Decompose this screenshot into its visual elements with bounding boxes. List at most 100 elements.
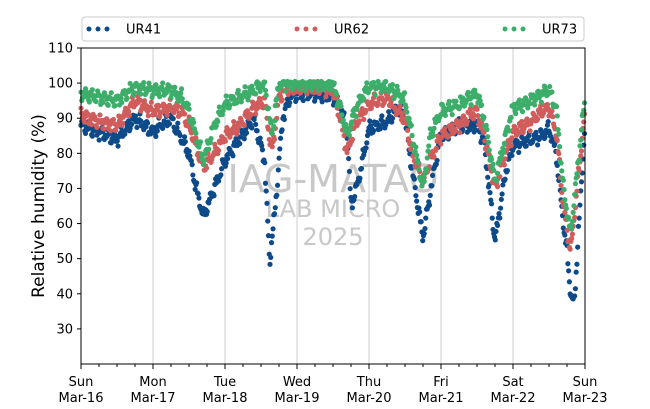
- data-point: [575, 223, 582, 229]
- data-point: [508, 114, 514, 120]
- data-point: [179, 96, 185, 102]
- data-point: [264, 200, 270, 206]
- data-point: [492, 237, 498, 243]
- data-point: [572, 293, 578, 299]
- data-point: [572, 181, 579, 187]
- data-point: [549, 108, 555, 114]
- data-point: [108, 90, 114, 96]
- legend-marker: [502, 26, 508, 32]
- data-point: [89, 87, 95, 93]
- data-point: [416, 166, 422, 172]
- x-tick-label-day: Mon: [139, 375, 166, 390]
- data-point: [354, 106, 360, 112]
- data-point: [178, 90, 184, 96]
- data-point: [319, 99, 325, 105]
- data-point: [501, 148, 507, 155]
- y-tick-label: 50: [56, 252, 73, 267]
- data-point: [107, 128, 114, 134]
- data-point: [383, 78, 389, 85]
- data-point: [126, 108, 132, 115]
- data-point: [177, 132, 183, 138]
- data-point: [422, 225, 428, 232]
- data-point: [417, 209, 423, 215]
- series-ur62: [78, 78, 588, 252]
- data-point: [94, 124, 100, 131]
- data-point: [562, 197, 568, 203]
- data-point: [157, 94, 163, 100]
- data-point: [484, 126, 490, 133]
- data-point: [509, 152, 515, 159]
- data-point: [533, 129, 539, 135]
- data-point: [197, 139, 204, 145]
- data-point: [363, 107, 369, 113]
- data-point: [186, 148, 192, 154]
- data-point: [504, 168, 510, 174]
- legend-box: [81, 16, 585, 42]
- data-point: [358, 165, 365, 172]
- data-point: [113, 127, 119, 134]
- data-point: [89, 133, 95, 139]
- data-point: [581, 107, 587, 113]
- data-point: [215, 147, 222, 154]
- data-point: [364, 140, 370, 146]
- data-point: [353, 113, 359, 120]
- data-point: [356, 118, 362, 124]
- data-point: [418, 219, 424, 225]
- data-point: [268, 240, 275, 246]
- data-point: [227, 102, 233, 108]
- data-point: [269, 131, 275, 137]
- data-point: [395, 87, 401, 93]
- legend-marker: [86, 26, 92, 32]
- data-point: [271, 118, 278, 124]
- data-point: [196, 195, 202, 201]
- data-point: [549, 89, 555, 95]
- data-point: [555, 127, 561, 133]
- data-point: [481, 114, 487, 120]
- data-point: [271, 123, 277, 130]
- data-point: [449, 111, 455, 118]
- data-point: [137, 97, 143, 103]
- data-point: [386, 96, 392, 102]
- data-point: [283, 88, 289, 94]
- data-point: [191, 119, 197, 126]
- data-point: [394, 83, 400, 89]
- series-ur41: [78, 84, 588, 302]
- data-point: [160, 125, 166, 131]
- data-point: [206, 146, 212, 152]
- data-point: [262, 87, 269, 94]
- data-point: [216, 104, 222, 110]
- data-point: [270, 226, 276, 232]
- data-point: [276, 155, 282, 161]
- y-tick-label: 30: [56, 322, 73, 337]
- data-point: [220, 107, 226, 114]
- data-point: [167, 85, 173, 91]
- data-point: [254, 128, 260, 134]
- legend-marker: [303, 26, 309, 32]
- data-point: [300, 97, 306, 104]
- data-point: [132, 113, 139, 119]
- watermark: IAG-MATAO LAB MICRO 2025: [227, 157, 438, 251]
- data-point: [150, 92, 156, 98]
- data-point: [401, 90, 408, 96]
- data-point: [559, 168, 565, 174]
- data-point: [175, 98, 182, 104]
- data-point: [574, 171, 580, 177]
- data-point: [525, 133, 532, 139]
- data-point: [550, 114, 556, 120]
- data-point: [431, 125, 437, 131]
- data-point: [246, 93, 252, 99]
- data-point: [274, 192, 280, 198]
- data-point: [222, 138, 228, 144]
- data-point: [129, 121, 135, 127]
- data-point: [442, 112, 448, 119]
- data-point: [88, 121, 95, 128]
- data-point: [525, 105, 531, 111]
- series-ur73: [78, 78, 588, 232]
- data-point: [119, 120, 126, 126]
- y-tick-label: 110: [48, 42, 73, 57]
- data-point: [578, 188, 584, 194]
- data-point: [571, 203, 577, 209]
- data-point: [535, 116, 541, 122]
- data-point: [425, 148, 431, 154]
- data-point: [566, 214, 572, 221]
